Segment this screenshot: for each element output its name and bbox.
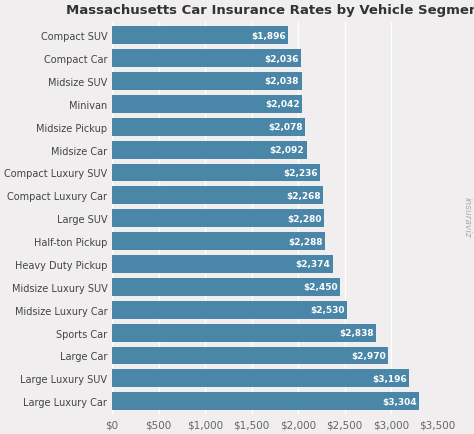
Bar xyxy=(112,233,325,250)
Bar xyxy=(112,73,301,91)
Bar xyxy=(112,27,288,45)
Bar xyxy=(112,50,301,68)
Bar xyxy=(112,210,324,228)
Text: $2,036: $2,036 xyxy=(264,55,299,63)
Bar xyxy=(112,187,323,205)
Text: $2,038: $2,038 xyxy=(265,77,299,86)
Text: $2,450: $2,450 xyxy=(303,283,337,292)
Text: $1,896: $1,896 xyxy=(251,32,286,41)
Text: $2,288: $2,288 xyxy=(288,237,322,246)
Bar xyxy=(112,256,333,273)
Bar xyxy=(112,370,409,388)
Bar xyxy=(112,141,307,159)
Text: $2,078: $2,078 xyxy=(268,123,303,132)
Bar xyxy=(112,278,340,296)
Text: $2,530: $2,530 xyxy=(310,306,345,315)
Text: $3,304: $3,304 xyxy=(383,397,417,406)
Bar xyxy=(112,301,347,319)
Text: $2,374: $2,374 xyxy=(296,260,330,269)
Text: insuraviz: insuraviz xyxy=(463,197,472,237)
Text: $2,268: $2,268 xyxy=(286,191,320,201)
Text: $2,236: $2,236 xyxy=(283,168,318,178)
Text: $3,196: $3,196 xyxy=(372,374,407,383)
Text: $2,970: $2,970 xyxy=(351,351,386,360)
Text: $2,280: $2,280 xyxy=(287,214,322,223)
Bar xyxy=(112,392,419,410)
Bar xyxy=(112,324,376,342)
Bar xyxy=(112,347,388,365)
Text: $2,092: $2,092 xyxy=(270,146,304,155)
Text: $2,838: $2,838 xyxy=(339,329,374,337)
Bar xyxy=(112,118,305,136)
Bar xyxy=(112,96,302,114)
Text: $2,042: $2,042 xyxy=(265,100,300,109)
Bar xyxy=(112,164,320,182)
Title: Massachusetts Car Insurance Rates by Vehicle Segment: Massachusetts Car Insurance Rates by Veh… xyxy=(65,4,474,17)
